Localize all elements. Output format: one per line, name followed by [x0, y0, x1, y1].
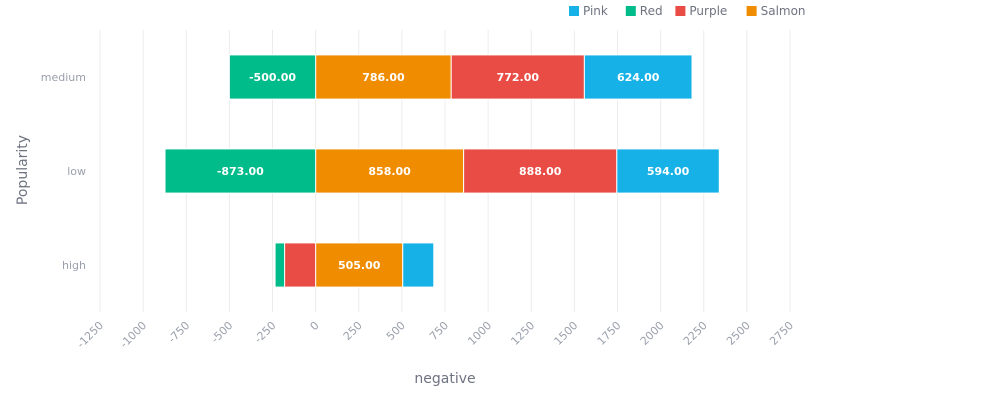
bar-medium-purple[interactable] — [450, 54, 585, 100]
legend-item-red[interactable]: Red — [625, 4, 663, 18]
bar-data-label: -500.00 — [249, 71, 296, 84]
bar-high-pink[interactable] — [402, 242, 435, 288]
x-tick-label: -500 — [209, 319, 236, 346]
x-tick-label: 0 — [308, 319, 322, 333]
x-tick-label: 1750 — [595, 319, 624, 348]
bar-data-label: 624.00 — [617, 71, 660, 84]
data-labels: -500.00 786.00 772.00 624.00 -873.00 858.00 88… — [217, 71, 690, 272]
bar-data-label: 505.00 — [338, 259, 381, 272]
bar-low-purple[interactable] — [463, 148, 618, 194]
y-category-label: low — [67, 165, 86, 178]
legend: Pink Red Purple Salmon — [569, 4, 806, 18]
bar-data-label: 594.00 — [647, 165, 690, 178]
legend-label: Pink — [583, 4, 608, 18]
x-tick-label: 2000 — [638, 319, 667, 348]
x-tick-label: -1250 — [74, 319, 106, 351]
x-tick-label: 250 — [341, 319, 365, 343]
x-tick-label: 2250 — [681, 319, 710, 348]
legend-swatch — [625, 6, 636, 16]
bar-high-salmon[interactable] — [315, 242, 404, 288]
bar-data-label: 772.00 — [497, 71, 540, 84]
legend-label: Red — [640, 4, 663, 18]
bars — [164, 54, 720, 288]
x-tick-label: 750 — [427, 319, 451, 343]
legend-item-salmon[interactable]: Salmon — [746, 4, 806, 18]
x-tick-label: 1000 — [465, 319, 494, 348]
x-tick-label: 1250 — [508, 319, 537, 348]
legend-label: Salmon — [761, 4, 806, 18]
y-category-label: high — [62, 259, 86, 272]
bar-low-pink[interactable] — [616, 148, 720, 194]
x-tick-label: -1000 — [117, 319, 149, 351]
bar-data-label: 858.00 — [368, 165, 411, 178]
legend-swatch — [746, 6, 757, 16]
y-category-label: medium — [41, 71, 86, 84]
x-tick-label: -250 — [252, 319, 279, 346]
bar-high-purple[interactable] — [284, 242, 317, 288]
legend-item-pink[interactable]: Pink — [569, 4, 608, 18]
bar-low-red[interactable] — [164, 148, 317, 194]
legend-label: Purple — [689, 4, 727, 18]
bar-data-label: 786.00 — [362, 71, 405, 84]
x-tick-label: 500 — [384, 319, 408, 343]
bar-high-red[interactable] — [274, 242, 286, 288]
y-axis-title: Popularity — [15, 135, 31, 205]
x-tick-label: -750 — [166, 319, 193, 346]
y-axis-categories: medium low high — [41, 71, 86, 272]
legend-item-purple[interactable]: Purple — [675, 4, 727, 18]
x-tick-label: 2750 — [767, 319, 796, 348]
legend-swatch — [675, 6, 686, 16]
x-axis-title: negative — [414, 371, 475, 387]
x-tick-label: 1500 — [552, 319, 581, 348]
x-axis-ticks: -1250 -1000 -750 -500 -250 0 250 500 750 1000 1250… — [74, 319, 796, 351]
bar-data-label: 888.00 — [519, 165, 562, 178]
bar-medium-red[interactable] — [228, 54, 317, 100]
bar-medium-pink[interactable] — [583, 54, 693, 100]
bar-data-label: -873.00 — [217, 165, 264, 178]
x-tick-label: 2500 — [724, 319, 753, 348]
legend-swatch — [569, 6, 579, 16]
